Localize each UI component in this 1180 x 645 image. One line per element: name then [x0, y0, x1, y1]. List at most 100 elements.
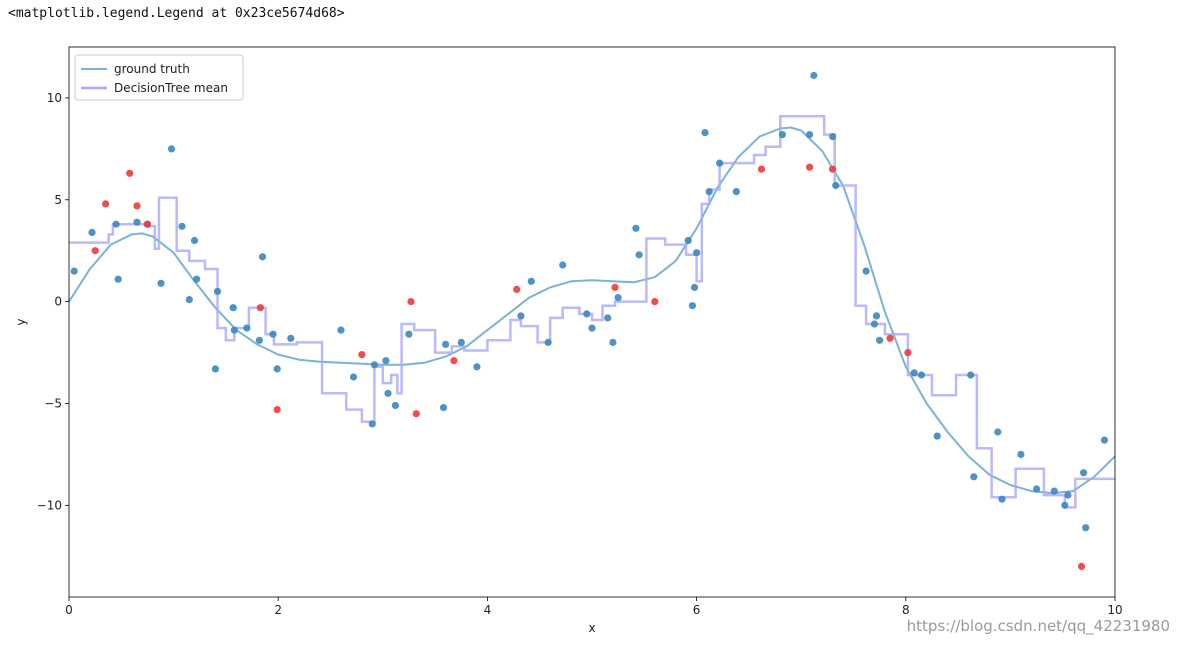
data-point — [967, 371, 975, 379]
data-point — [832, 181, 840, 190]
data-point — [382, 357, 390, 365]
data-point — [384, 389, 392, 397]
y-tick-label: 0 — [54, 295, 62, 309]
data-point — [527, 277, 535, 285]
lines-layer — [68, 115, 1116, 509]
outlier-point — [407, 298, 415, 306]
data-point — [370, 361, 378, 369]
outlier-point — [806, 163, 814, 171]
x-tick-label: 2 — [274, 603, 282, 617]
data-point — [442, 340, 450, 348]
data-point — [213, 287, 222, 295]
data-point — [368, 420, 376, 428]
data-point — [806, 131, 814, 139]
plot-frame — [68, 46, 1116, 598]
data-point — [273, 365, 281, 373]
data-point — [337, 326, 345, 334]
y-tick-label: 5 — [54, 193, 62, 207]
outlier-point — [757, 165, 766, 173]
y-tick-label: −10 — [37, 498, 62, 512]
data-point — [862, 267, 870, 275]
data-point — [112, 220, 120, 228]
data-point — [910, 369, 918, 377]
data-point — [1064, 491, 1072, 499]
data-point — [255, 336, 263, 344]
data-point — [705, 188, 713, 196]
outlier-point — [829, 165, 837, 173]
outlier-point — [91, 247, 99, 255]
data-point — [167, 145, 176, 153]
data-point — [349, 373, 358, 381]
x-axis-label: x — [588, 621, 595, 635]
data-point — [810, 71, 818, 80]
data-point — [998, 495, 1006, 503]
data-point — [732, 188, 740, 196]
outlier-point — [651, 298, 659, 306]
data-point — [229, 304, 237, 312]
ground-truth-line — [68, 126, 1116, 495]
data-point — [1080, 469, 1088, 477]
data-point — [1061, 501, 1069, 509]
watermark-text: https://blog.csdn.net/qq_42231980 — [906, 617, 1170, 635]
data-point — [994, 428, 1002, 436]
data-point — [1100, 436, 1109, 444]
data-point — [157, 279, 165, 287]
legend-label-decisiontree-mean: DecisionTree mean — [114, 81, 228, 95]
output-repr-text: <matplotlib.legend.Legend at 0x23ce5674d… — [8, 6, 345, 21]
data-point — [701, 129, 709, 137]
data-point — [457, 338, 465, 346]
outlier-point — [904, 349, 912, 357]
outlier-point — [102, 200, 110, 208]
data-point — [193, 275, 201, 283]
data-point — [211, 365, 219, 373]
data-point — [583, 310, 591, 318]
legend-label-ground-truth: ground truth — [114, 62, 190, 76]
decisiontree-mean-line — [69, 115, 1115, 509]
data-point — [970, 473, 978, 481]
outlier-point — [611, 283, 619, 291]
data-point — [614, 294, 622, 302]
data-point — [88, 228, 96, 236]
data-point — [1017, 450, 1025, 458]
data-point — [635, 251, 643, 259]
plot-background — [69, 47, 1115, 597]
data-point — [933, 432, 941, 440]
legend: ground truth DecisionTree mean — [74, 54, 244, 101]
data-point — [1033, 485, 1041, 493]
data-point — [588, 324, 596, 332]
data-point — [230, 326, 238, 334]
x-tick-label: 4 — [484, 603, 492, 617]
x-tick-label: 6 — [693, 603, 701, 617]
data-point — [829, 133, 837, 141]
y-tick-label: 10 — [47, 91, 62, 105]
data-point — [716, 159, 724, 167]
outlier-point — [1077, 562, 1086, 571]
outlier-point — [412, 410, 420, 418]
ticks-layer: 0 2 4 6 8 10 10 5 0 −5 −10 — [37, 91, 1123, 617]
outlier-point — [256, 304, 264, 312]
points-layer — [70, 71, 1109, 571]
data-point — [517, 312, 525, 320]
data-point — [876, 336, 884, 344]
outlier-point — [133, 202, 141, 210]
data-point — [269, 330, 277, 338]
x-tick-label: 8 — [902, 603, 910, 617]
data-point — [778, 131, 787, 139]
data-point — [439, 404, 448, 412]
data-point — [473, 363, 481, 371]
data-point — [287, 334, 295, 342]
data-point — [690, 283, 699, 291]
data-point — [544, 338, 552, 346]
data-point — [870, 320, 879, 328]
y-axis-label: y — [14, 318, 28, 325]
x-tick-label: 10 — [1107, 603, 1122, 617]
data-point — [258, 253, 267, 261]
data-point — [693, 249, 701, 257]
y-tick-label: −5 — [44, 396, 62, 410]
outlier-point — [126, 169, 134, 177]
x-tick-label: 0 — [65, 603, 73, 617]
data-point — [243, 324, 251, 332]
data-point — [1082, 524, 1090, 532]
data-point — [684, 236, 692, 245]
